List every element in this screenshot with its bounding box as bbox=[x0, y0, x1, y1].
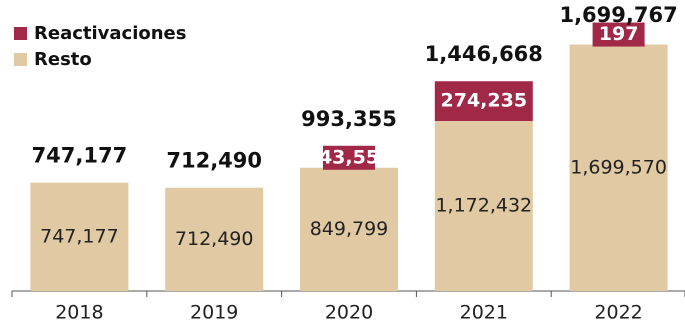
total-label-2020: 993,355 bbox=[301, 107, 397, 131]
legend-label-resto: Resto bbox=[34, 48, 92, 70]
bar-label-resto-2019: 712,490 bbox=[175, 228, 254, 250]
bar-label-reactivaciones-2021: 274,235 bbox=[441, 90, 528, 112]
bar-resto-2020 bbox=[300, 167, 398, 291]
legend-item-reactivaciones: Reactivaciones bbox=[14, 20, 186, 46]
legend-swatch-reactivaciones bbox=[14, 26, 27, 40]
bar-label-resto-2018: 747,177 bbox=[40, 225, 119, 247]
total-label-2022: 1,699,767 bbox=[559, 3, 677, 27]
legend-swatch-resto bbox=[14, 52, 27, 66]
bar-resto-2019 bbox=[165, 187, 264, 291]
total-label-2019: 712,490 bbox=[166, 149, 262, 173]
x-tick-label-2022: 2022 bbox=[594, 302, 642, 323]
x-tick-label-2021: 2021 bbox=[460, 302, 508, 323]
chart-legend: Reactivaciones Resto bbox=[14, 20, 186, 72]
bar-resto-2018 bbox=[30, 182, 129, 291]
x-tick-label-2019: 2019 bbox=[190, 302, 238, 323]
bar-label-resto-2020: 849,799 bbox=[310, 218, 389, 240]
bar-label-reactivaciones-2022: 197 bbox=[599, 23, 639, 45]
bar-resto-2021 bbox=[434, 120, 533, 291]
total-label-2018: 747,177 bbox=[32, 144, 128, 168]
bar-reactivaciones-2022 bbox=[592, 22, 645, 47]
x-tick-label-2018: 2018 bbox=[55, 302, 103, 323]
bar-resto-2022 bbox=[569, 44, 668, 292]
legend-item-resto: Resto bbox=[14, 46, 186, 72]
bar-reactivaciones-2021 bbox=[434, 81, 533, 121]
bar-label-reactivaciones-2020: 143,556 bbox=[306, 146, 393, 168]
legend-label-reactivaciones: Reactivaciones bbox=[34, 22, 187, 44]
x-tick-label-2020: 2020 bbox=[325, 302, 373, 323]
bar-reactivaciones-2020 bbox=[323, 145, 375, 170]
total-label-2021: 1,446,668 bbox=[425, 42, 543, 66]
bar-label-resto-2022: 1,699,570 bbox=[570, 156, 667, 178]
bar-label-resto-2021: 1,172,432 bbox=[435, 194, 532, 216]
